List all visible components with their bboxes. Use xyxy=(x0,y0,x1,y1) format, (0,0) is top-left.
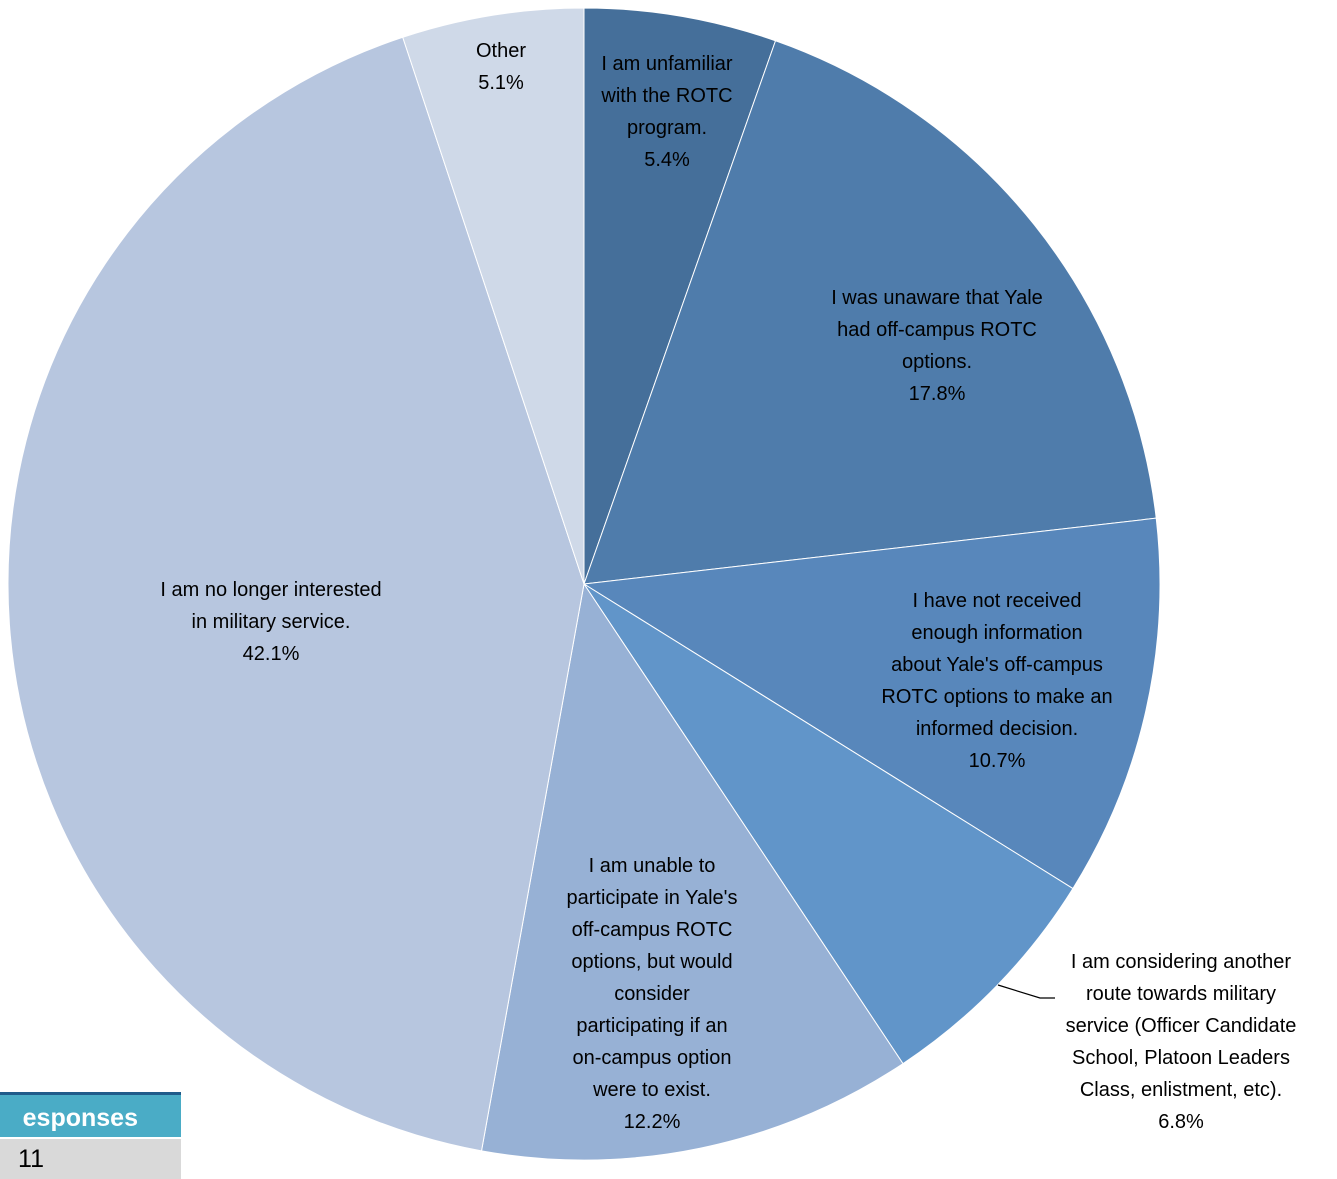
leader-layer xyxy=(997,984,1055,999)
slice-data-label: I am unfamiliar with the ROTC program. 5.4% xyxy=(600,53,732,171)
slice-data-label: I am unable to participate in Yale's off-c… xyxy=(567,855,738,1133)
slice-data-label-line: 17.8% xyxy=(909,383,966,405)
responses-table-header: esponses xyxy=(0,1095,181,1137)
slices-layer xyxy=(7,7,1161,1161)
slice-data-label-line: I am unable to xyxy=(589,855,716,877)
slice-data-label-line: 5.4% xyxy=(644,149,690,171)
pie-slice xyxy=(402,7,585,585)
pie-slice xyxy=(582,517,1161,890)
slice-data-label-line: 42.1% xyxy=(243,643,300,665)
slice-data-label-line: in military service. xyxy=(192,611,351,633)
pie-slice xyxy=(583,40,1157,585)
slice-data-label: I was unaware that Yale had off-campus RO… xyxy=(831,287,1043,405)
slice-data-label-line: 6.8% xyxy=(1158,1111,1204,1133)
slice-data-label-line: ROTC options to make an xyxy=(881,686,1112,708)
responses-header-label: esponses xyxy=(22,1104,138,1132)
slice-data-label-line: I have not received xyxy=(913,590,1082,612)
slice-data-label: I am no longer interested in military ser… xyxy=(160,579,381,665)
slice-data-label: I am considering another route towards mi… xyxy=(1066,951,1297,1133)
responses-table-value-row: 11 xyxy=(0,1139,181,1179)
slice-data-label-line: School, Platoon Leaders xyxy=(1072,1047,1290,1069)
slice-data-label-line: enough information xyxy=(911,622,1082,644)
slice-data-label-line: 5.1% xyxy=(478,72,524,94)
pie-slice xyxy=(480,582,904,1161)
slice-data-label-line: consider xyxy=(614,983,690,1005)
slice-data-label: Other 5.1% xyxy=(476,40,526,94)
slice-data-label-line: were to exist. xyxy=(592,1079,711,1101)
pie-slice xyxy=(583,583,1074,1065)
slice-data-label-line: participating if an xyxy=(576,1015,727,1037)
slice-data-label-line: off-campus ROTC xyxy=(572,919,733,941)
slice-data-label-line: options, but would xyxy=(571,951,732,973)
responses-count: 11 xyxy=(18,1145,44,1173)
labels-layer: I am unfamiliar with the ROTC program. 5.4%… xyxy=(160,40,1296,1133)
slice-data-label-line: I am unfamiliar xyxy=(601,53,732,75)
slice-data-label-line: Other xyxy=(476,40,526,62)
slice-data-label-line: 10.7% xyxy=(969,750,1026,772)
slice-data-label-line: I am no longer interested xyxy=(160,579,381,601)
responses-table-top-rule xyxy=(0,1092,181,1095)
slice-data-label-line: I am considering another xyxy=(1071,951,1291,973)
slice-data-label-line: participate in Yale's xyxy=(567,887,738,909)
slice-data-label-line: 12.2% xyxy=(624,1111,681,1133)
slice-data-label-line: had off-campus ROTC xyxy=(837,319,1037,341)
pie-slice xyxy=(7,36,585,1152)
slice-data-label-line: about Yale's off-campus xyxy=(891,654,1103,676)
slice-data-label: I have not received enough information abo… xyxy=(881,590,1112,772)
slice-data-label-line: on-campus option xyxy=(573,1047,732,1069)
slice-data-label-line: route towards military xyxy=(1086,983,1276,1005)
slice-data-label-line: program. xyxy=(627,117,707,139)
slice-data-label-line: service (Officer Candidate xyxy=(1066,1015,1297,1037)
slice-data-label-line: options. xyxy=(902,351,972,373)
leader-line xyxy=(997,984,1055,999)
slice-data-label-line: I was unaware that Yale xyxy=(831,287,1043,309)
pie-slice xyxy=(583,7,777,585)
slice-data-label-line: Class, enlistment, etc). xyxy=(1080,1079,1282,1101)
slice-data-label-line: informed decision. xyxy=(916,718,1078,740)
slice-data-label-line: with the ROTC xyxy=(600,85,732,107)
